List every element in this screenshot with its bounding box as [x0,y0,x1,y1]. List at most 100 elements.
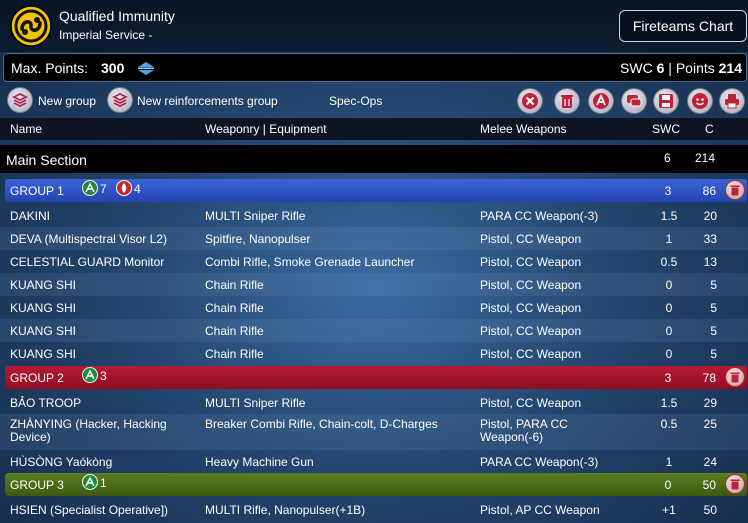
table-row[interactable]: KUANG SHI Chain Rifle Pistol, CC Weapon … [0,273,748,296]
new-reinforcements-group-icon[interactable] [107,87,133,113]
trooper-name: HÙSÒNG Yaókòng [10,455,113,469]
table-row[interactable]: DEVA (Multispectral Visor L2) Spitfire, … [0,227,748,250]
fireteams-chart-button[interactable]: Fireteams Chart [619,10,747,42]
points-bar: Max. Points: 300 SWC 6 | Points 214 [3,53,747,82]
main-section-header: Main Section 6 214 [0,145,748,173]
trooper-weapons: Chain Rifle [205,301,264,315]
trooper-melee-line-2: Weapon(-6) [480,430,544,444]
new-group-icon[interactable] [7,87,33,113]
chat-icon[interactable] [621,88,647,114]
trooper-cost: 50 [703,503,717,517]
group-header[interactable]: GROUP 2 3 3 78 [5,366,747,389]
delete-group-icon[interactable] [725,474,745,494]
group-swc: 0 [664,478,672,492]
table-row[interactable]: KUANG SHI Chain Rifle Pistol, CC Weapon … [0,319,748,342]
swc-label: SWC [620,60,653,76]
yu-jing-logo-icon [10,5,52,47]
trooper-weapons: Chain Rifle [205,278,264,292]
swc-total: 6 [656,60,665,76]
trooper-cost: 5 [710,324,717,338]
trooper-cost: 5 [710,347,717,361]
trooper-melee: Pistol, CC Weapon [480,255,582,269]
trooper-swc: 0 [665,301,673,315]
trooper-swc: +1 [662,503,676,517]
points-label: Points [675,60,715,76]
army-info-icon[interactable] [588,88,614,114]
regular-order-icon [82,180,98,196]
trooper-cost: 20 [703,209,717,223]
new-group-button[interactable]: New group [38,94,97,108]
trooper-melee: PARA CC Weapon(-3) [480,455,599,469]
trooper-weapons: Heavy Machine Gun [205,455,314,469]
section-title: Main Section [6,152,87,168]
trooper-name: KUANG SHI [10,324,77,338]
trooper-melee: Pistol, CC Weapon [480,396,582,410]
trooper-melee: Pistol, PARA CC Weapon(-6) [480,418,630,444]
trooper-name: KUANG SHI [10,278,77,292]
trooper-cost: 5 [710,301,717,315]
trooper-name: DAKINI [10,209,51,223]
trooper-cost: 5 [710,278,717,292]
points-selector-icon[interactable] [136,60,156,76]
table-row[interactable]: BẢO TROOP MULTI Sniper Rifle Pistol, CC … [0,391,748,414]
summary-separator: | [668,60,672,76]
section-cost: 214 [695,151,716,165]
trooper-swc: 1 [665,232,673,246]
trooper-weapons: Spitfire, Nanopulser [205,232,311,246]
column-cost: C [705,122,714,136]
delete-group-icon[interactable] [725,367,745,387]
trooper-melee: PARA CC Weapon(-3) [480,209,599,223]
save-icon[interactable] [653,88,679,114]
group-cost: 86 [702,184,716,198]
trooper-melee: Pistol, CC Weapon [480,232,582,246]
trooper-swc: 0 [665,347,673,361]
trash-icon[interactable] [554,88,580,114]
table-row[interactable]: DAKINI MULTI Sniper Rifle PARA CC Weapon… [0,204,748,227]
group-swc: 3 [664,184,672,198]
table-row[interactable]: HSIEN (Specialist Operative]) MULTI Rifl… [0,498,748,521]
regular-order-count: 7 [100,182,107,196]
trooper-weapons: MULTI Rifle, Nanopulser(+1B) [205,503,366,517]
sectorial-name: Imperial Service - [59,28,153,42]
trooper-name: HSIEN (Specialist Operative]) [10,503,169,517]
regular-order-count: 1 [100,476,107,490]
trooper-swc: 0.5 [660,417,678,431]
face-icon[interactable] [687,88,713,114]
irregular-order-icon [116,180,132,196]
table-row[interactable]: KUANG SHI Chain Rifle Pistol, CC Weapon … [0,342,748,365]
group-cost: 50 [702,478,716,492]
delete-list-icon[interactable] [517,88,543,114]
spec-ops-button[interactable]: Spec-Ops [329,94,383,108]
max-points-label: Max. Points: [11,60,89,76]
trooper-melee-line-1: Pistol, PARA CC [480,417,568,431]
table-row[interactable]: CELESTIAL GUARD Monitor Combi Rifle, Smo… [0,250,748,273]
trooper-name: KUANG SHI [10,347,77,361]
print-icon[interactable] [719,88,745,114]
group-header[interactable]: GROUP 3 1 0 50 [5,473,747,496]
table-row[interactable]: KUANG SHI Chain Rifle Pistol, CC Weapon … [0,296,748,319]
delete-group-icon[interactable] [725,180,745,200]
trooper-cost: 25 [703,417,717,431]
group-swc: 3 [664,371,672,385]
table-row[interactable]: HÙSÒNG Yaókòng Heavy Machine Gun PARA CC… [0,450,748,473]
table-row[interactable]: ZHÀNYING (Hacker, Hacking Device) Breake… [0,414,748,450]
swc-points-summary: SWC 6 | Points 214 [620,60,742,76]
trooper-swc: 0.5 [660,255,678,269]
new-reinforcements-group-button[interactable]: New reinforcements group [137,94,278,108]
trooper-name: KUANG SHI [10,301,77,315]
trooper-name-line-1: ZHÀNYING (Hacker, Hacking [10,417,167,431]
column-headers: Name Weaponry | Equipment Melee Weapons … [0,118,748,140]
trooper-weapons: Chain Rifle [205,347,264,361]
group-header[interactable]: GROUP 1 7 4 3 86 [5,179,747,202]
regular-order-icon [82,367,98,383]
trooper-swc: 0 [665,324,673,338]
trooper-name: CELESTIAL GUARD Monitor [10,255,165,269]
column-swc: SWC [652,122,680,136]
trooper-swc: 1.5 [660,209,678,223]
app-header: Qualified Immunity Imperial Service - Fi… [0,0,748,52]
trooper-cost: 13 [703,255,717,269]
trooper-name: ZHÀNYING (Hacker, Hacking Device) [10,418,200,444]
irregular-order-count: 4 [134,182,141,196]
toolbar: New group New reinforcements group Spec-… [0,85,748,117]
trooper-weapons: Chain Rifle [205,324,264,338]
